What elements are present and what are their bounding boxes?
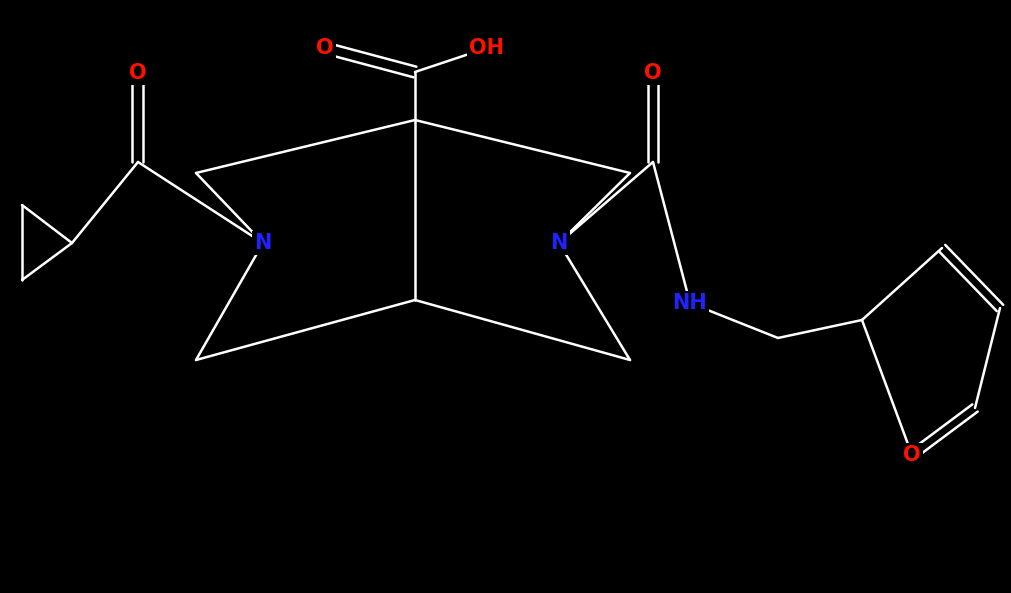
Text: N: N: [254, 233, 271, 253]
Text: O: O: [315, 38, 334, 58]
Text: NH: NH: [672, 293, 707, 313]
Text: O: O: [902, 445, 920, 465]
Text: N: N: [550, 233, 567, 253]
Text: OH: OH: [469, 38, 504, 58]
Text: O: O: [644, 63, 661, 83]
Text: O: O: [129, 63, 147, 83]
